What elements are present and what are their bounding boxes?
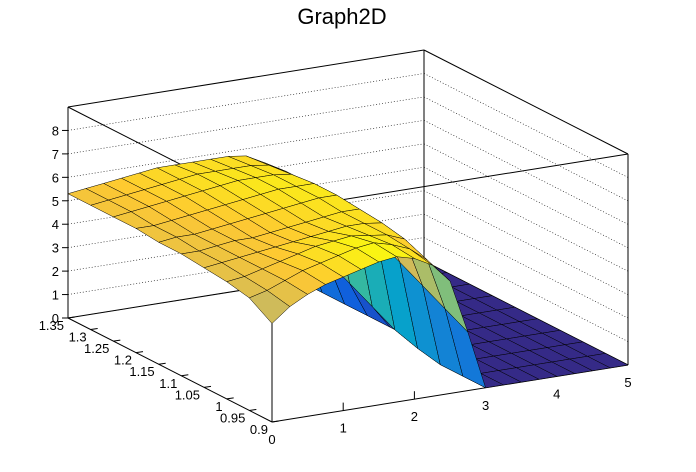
grid-line [423,96,629,202]
y-tick [158,362,166,365]
x-tick-label: 0 [268,432,275,447]
z-tick-label: 2 [52,264,59,279]
y-tick [203,385,212,388]
grid-line [423,237,629,342]
y-tick-label: 1.3 [69,330,87,345]
grid-line [423,213,629,319]
y-tick [226,397,234,400]
x-tick-label: 3 [482,398,489,413]
x-tick-label: 4 [553,386,560,401]
x-tick-label: 2 [411,409,418,424]
y-tick [271,420,280,423]
y-tick-label: 1.05 [175,387,200,402]
y-tick [90,328,98,331]
x-tick-label: 5 [624,375,631,390]
y-tick-label: 1.25 [84,341,109,356]
z-tick-label: 0 [52,311,59,326]
z-tick-label: 6 [52,170,59,185]
y-tick [181,374,189,377]
z-tick-label: 5 [52,194,59,209]
grid-line [423,143,629,249]
y-tick-label: 1 [215,399,222,414]
box-edge [67,49,425,108]
grid-line [423,73,629,178]
y-tick [249,408,257,411]
grid-line [67,120,425,178]
z-tick-label: 1 [52,288,59,303]
grid-line [67,96,425,155]
grid-line [67,73,425,131]
box-edge [67,317,273,423]
z-tick-label: 4 [52,217,59,232]
y-tick-label: 1.2 [114,353,132,368]
x-tick-label: 1 [340,421,347,436]
y-tick [67,316,76,319]
chart-title: Graph2D [297,4,386,29]
z-tick-label: 8 [52,123,59,138]
y-tick-label: 1.1 [159,376,177,391]
surface-cell [248,290,291,324]
z-tick-label: 3 [52,241,59,256]
grid-line [423,166,629,272]
grid-line [423,190,629,295]
y-tick [135,351,144,354]
y-tick-label: 1.15 [129,364,154,379]
y-tick-label: 0.9 [250,422,268,437]
box-edge [423,49,629,155]
y-tick [113,339,121,342]
z-tick-label: 7 [52,147,59,162]
grid-line [423,120,629,225]
y-tick-label: 0.95 [220,410,245,425]
y-tick-label: 1.35 [39,318,64,333]
